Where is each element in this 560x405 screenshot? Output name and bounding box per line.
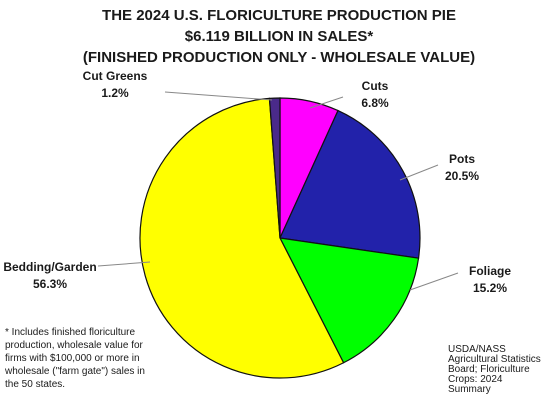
source-line: Agricultural Statistics [448,354,541,365]
chart-title-line: $6.119 BILLION IN SALES* [185,28,374,45]
slice-label-cuts: Cuts [362,79,389,93]
slice-value-foliage: 15.2% [473,281,507,295]
pie-slice-bedding-garden [139,97,345,379]
footnote: * Includes finished floriculture producti… [4,327,145,390]
source-line: Summary [448,384,491,395]
footnote-line: wholesale ("farm gate") sales in [4,366,145,377]
chart-title: THE 2024 U.S. FLORICULTURE PRODUCTION PI… [83,7,475,66]
slice-value-cuts: 6.8% [361,96,389,110]
slice-value-bedding-garden: 56.3% [33,277,67,291]
pie-slice-cut-greens [268,97,281,239]
footnote-line: production, wholesale value for [5,340,144,351]
slice-label-bedding-garden: Bedding/Garden [3,260,96,274]
leader-line-cuts [309,96,344,109]
pie-slices [139,97,421,379]
pie-slice-pots [279,109,421,259]
footnote-line: * Includes finished floriculture [5,327,136,338]
pie-slice-foliage [278,237,420,364]
source-line: Board; Floriculture [448,364,530,375]
leader-line-pots [399,164,439,181]
slice-labels: Cuts 6.8% Pots 20.5% Foliage 15.2% Bedding/Gar… [3,69,511,295]
chart-title-line: THE 2024 U.S. FLORICULTURE PRODUCTION PI… [102,7,456,24]
source-line: USDA/NASS [448,344,506,355]
footnote-line: firms with $100,000 or more in [5,353,140,364]
slice-label-foliage: Foliage [469,264,511,278]
leader-line-cut-greens [164,91,273,101]
slice-value-pots: 20.5% [445,169,479,183]
footnote-line: the 50 states. [5,379,65,390]
slice-value-cut-greens: 1.2% [101,86,129,100]
source-line: Crops: 2024 [448,374,503,385]
leader-line-foliage [409,272,459,291]
leader-line-bedding-garden [97,261,151,267]
chart-title-line: (FINISHED PRODUCTION ONLY - WHOLESALE VA… [83,49,475,66]
label-leader-lines [97,91,459,291]
slice-label-cut-greens: Cut Greens [83,69,148,83]
slice-label-pots: Pots [449,152,475,166]
